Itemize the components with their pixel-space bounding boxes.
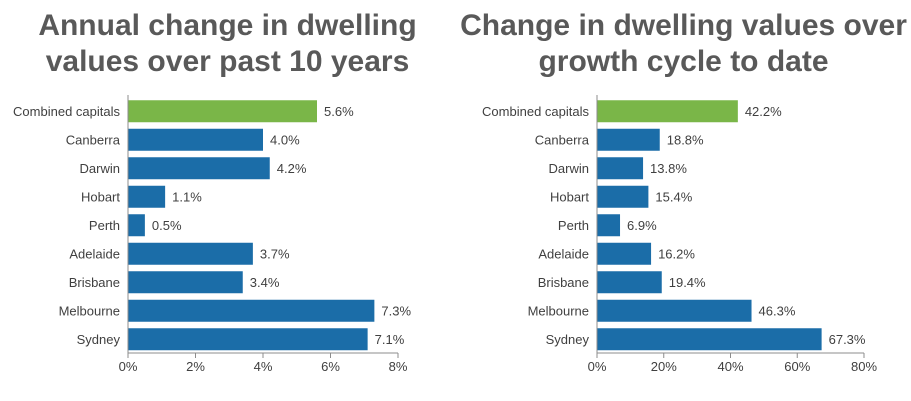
chart-title-growth-cycle: Change in dwelling values over growth cy…	[456, 8, 911, 80]
category-label-canberra: Canberra	[535, 132, 590, 147]
x-tick-label: 80%	[851, 359, 877, 374]
value-label-combined-capitals: 5.6%	[324, 104, 354, 119]
value-label-canberra: 18.8%	[667, 132, 704, 147]
x-tick-label: 0%	[119, 359, 138, 374]
bar-melbourne	[597, 299, 752, 322]
value-label-brisbane: 3.4%	[250, 275, 280, 290]
category-label-combined-capitals: Combined capitals	[482, 104, 589, 119]
value-label-melbourne: 46.3%	[759, 303, 796, 318]
category-label-canberra: Canberra	[66, 132, 121, 147]
x-tick-label: 40%	[717, 359, 743, 374]
category-label-sydney: Sydney	[546, 332, 590, 347]
chart-title-line-1: Change in dwelling values over	[460, 9, 907, 42]
bar-perth	[128, 214, 145, 237]
value-label-melbourne: 7.3%	[381, 303, 411, 318]
bar-canberra	[128, 128, 263, 151]
category-label-darwin: Darwin	[549, 161, 589, 176]
bar-darwin	[128, 157, 270, 180]
category-label-brisbane: Brisbane	[538, 275, 589, 290]
category-label-melbourne: Melbourne	[59, 303, 120, 318]
chart-growth-cycle: Combined capitals 42.2% Canberra 18.8% Darwi…	[482, 95, 877, 374]
chart-annual-change: Combined capitals 5.6% Canberra 4.0% Darwin 4…	[13, 95, 411, 374]
bar-hobart	[597, 185, 649, 208]
category-label-hobart: Hobart	[81, 189, 120, 204]
chart-panel-growth-cycle: Combined capitals 42.2% Canberra 18.8% Darwi…	[456, 0, 911, 401]
value-label-canberra: 4.0%	[270, 132, 300, 147]
category-label-melbourne: Melbourne	[528, 303, 589, 318]
value-label-brisbane: 19.4%	[669, 275, 706, 290]
bar-brisbane	[128, 271, 243, 294]
category-label-perth: Perth	[558, 218, 589, 233]
bar-combined-capitals	[128, 100, 317, 123]
category-label-adelaide: Adelaide	[69, 246, 120, 261]
value-label-darwin: 4.2%	[277, 161, 307, 176]
x-tick-label: 4%	[254, 359, 273, 374]
value-label-sydney: 67.3%	[829, 332, 866, 347]
category-label-darwin: Darwin	[80, 161, 120, 176]
bar-melbourne	[128, 299, 375, 322]
bar-darwin	[597, 157, 644, 180]
category-label-hobart: Hobart	[550, 189, 589, 204]
bar-hobart	[128, 185, 166, 208]
bar-sydney	[597, 328, 822, 351]
x-tick-label: 0%	[588, 359, 607, 374]
chart-title-annual-change: Annual change in dwelling values over pa…	[0, 8, 455, 80]
value-label-hobart: 15.4%	[655, 189, 692, 204]
category-label-combined-capitals: Combined capitals	[13, 104, 120, 119]
value-label-adelaide: 16.2%	[658, 246, 695, 261]
value-label-sydney: 7.1%	[375, 332, 405, 347]
bar-sydney	[128, 328, 368, 351]
value-label-combined-capitals: 42.2%	[745, 104, 782, 119]
value-label-darwin: 13.8%	[650, 161, 687, 176]
category-label-brisbane: Brisbane	[69, 275, 120, 290]
bar-adelaide	[128, 242, 253, 265]
value-label-hobart: 1.1%	[172, 189, 202, 204]
chart-panel-annual-change: Combined capitals 5.6% Canberra 4.0% Darwin 4…	[0, 0, 455, 401]
chart-title-line-2: values over past 10 years	[45, 45, 410, 78]
bar-adelaide	[597, 242, 652, 265]
value-label-adelaide: 3.7%	[260, 246, 290, 261]
value-label-perth: 6.9%	[627, 218, 657, 233]
category-label-adelaide: Adelaide	[538, 246, 589, 261]
x-tick-label: 6%	[321, 359, 340, 374]
x-tick-label: 20%	[651, 359, 677, 374]
x-tick-label: 60%	[784, 359, 810, 374]
chart-title-line-1: Annual change in dwelling	[38, 9, 417, 42]
chart-title-line-2: growth cycle to date	[538, 45, 829, 78]
category-label-perth: Perth	[89, 218, 120, 233]
bar-canberra	[597, 128, 660, 151]
category-label-sydney: Sydney	[77, 332, 121, 347]
bar-perth	[597, 214, 621, 237]
bar-brisbane	[597, 271, 662, 294]
x-tick-label: 2%	[186, 359, 205, 374]
bar-combined-capitals	[597, 100, 738, 123]
x-tick-label: 8%	[389, 359, 408, 374]
value-label-perth: 0.5%	[152, 218, 182, 233]
